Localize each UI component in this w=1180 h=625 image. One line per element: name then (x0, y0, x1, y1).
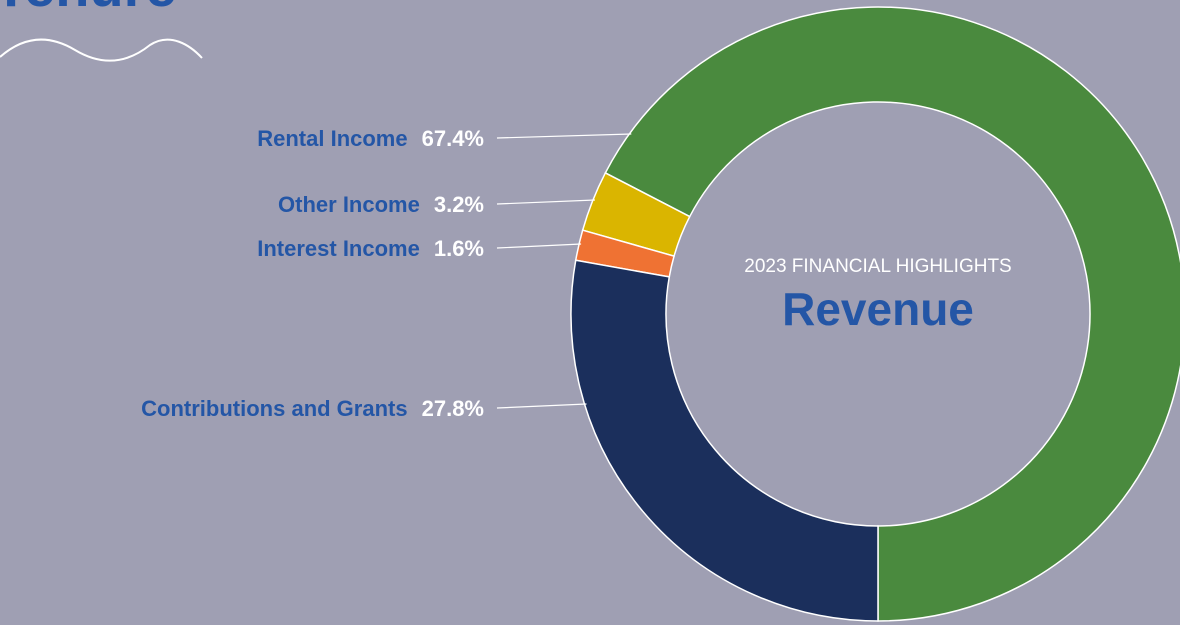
leader-line (496, 199, 595, 205)
leader-line (496, 403, 587, 409)
slice (604, 6, 1180, 622)
value-label: 3.2% (434, 192, 484, 217)
leader-line (496, 243, 582, 249)
value-label: 27.8% (422, 396, 484, 421)
category-label: Interest Income (257, 236, 420, 261)
chart-subtitle: 2023 FINANCIAL HIGHLIGHTS (744, 256, 1011, 277)
slice-label: Interest Income 1.6% (257, 236, 484, 261)
heading: Tenure (0, 0, 177, 18)
leader-line (496, 133, 632, 139)
category-label: Other Income (278, 192, 420, 217)
slice-label: Other Income 3.2% (278, 192, 484, 217)
slice (570, 259, 879, 622)
value-label: 67.4% (422, 126, 484, 151)
wave-decoration (0, 38, 203, 62)
slice-label: Contributions and Grants 27.8% (141, 396, 484, 421)
category-label: Contributions and Grants (141, 396, 407, 421)
chart-title: Revenue (782, 283, 974, 335)
slice-label: Rental Income 67.4% (257, 126, 484, 151)
value-label: 1.6% (434, 236, 484, 261)
category-label: Rental Income (257, 126, 407, 151)
